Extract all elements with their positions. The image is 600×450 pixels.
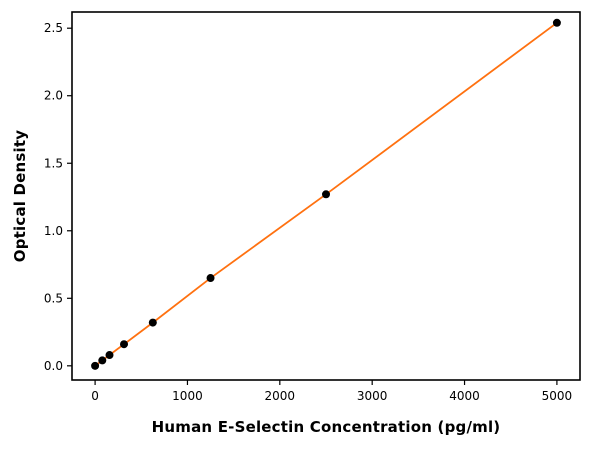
- data-point-marker: [148, 318, 157, 327]
- data-point-marker: [552, 18, 561, 27]
- y-tick-label: 0.5: [44, 291, 63, 305]
- x-axis-label: Human E-Selectin Concentration (pg/ml): [151, 418, 501, 436]
- axes-frame: [71, 11, 581, 381]
- data-point-marker: [120, 340, 129, 349]
- y-axis-label: Optical Density: [11, 129, 29, 263]
- data-point-marker: [206, 274, 215, 283]
- x-tick-label: 3000: [357, 389, 388, 403]
- y-tick-label: 0.0: [44, 359, 63, 373]
- data-point-marker: [105, 351, 114, 360]
- x-tick-label: 4000: [449, 389, 480, 403]
- data-point-marker: [91, 361, 100, 370]
- y-tick-label: 1.0: [44, 224, 63, 238]
- x-tick-label: 1000: [172, 389, 203, 403]
- data-point-marker: [322, 190, 330, 199]
- x-tick-label: 0: [91, 389, 99, 403]
- x-tick-label: 5000: [542, 389, 573, 403]
- data-point-marker: [98, 356, 107, 365]
- y-tick-label: 2.5: [44, 21, 63, 35]
- y-tick-label: 2.0: [44, 89, 63, 103]
- y-tick-label: 1.5: [44, 156, 63, 170]
- x-tick-label: 2000: [265, 389, 296, 403]
